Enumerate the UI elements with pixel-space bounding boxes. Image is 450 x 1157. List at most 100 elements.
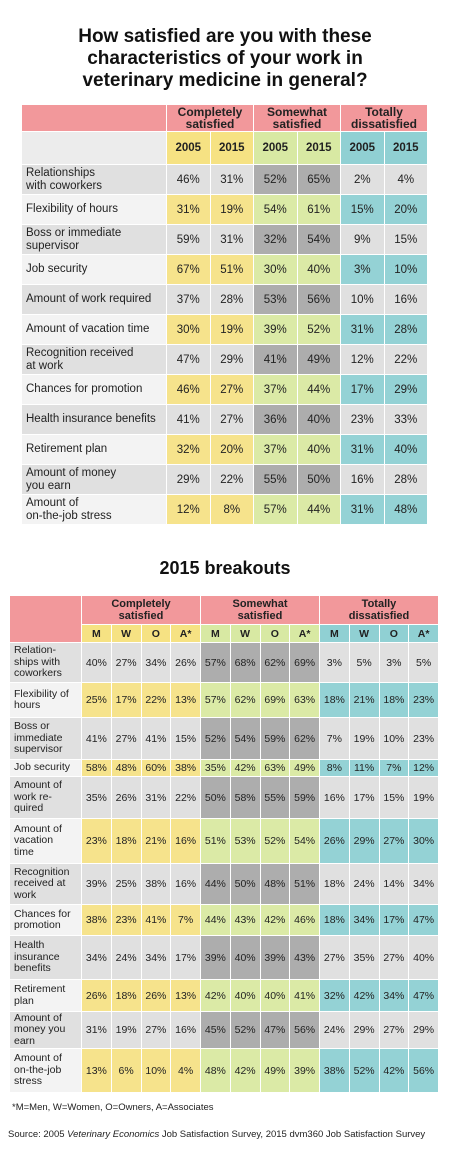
value-cell: 52%	[297, 315, 341, 345]
row-label: Health insurance benefits	[10, 936, 82, 980]
value-cell: 56%	[297, 285, 341, 315]
value-cell: 59%	[260, 718, 291, 760]
value-cell: 44%	[297, 375, 341, 405]
value-cell: 27%	[320, 936, 350, 980]
value-cell: 16%	[320, 777, 350, 819]
value-cell: 37%	[167, 285, 211, 315]
value-cell: 41%	[141, 905, 172, 936]
value-cell: 46%	[167, 165, 211, 195]
value-cell: 24%	[320, 1012, 350, 1049]
header-blank	[22, 105, 167, 132]
value-cell: 37%	[254, 435, 298, 465]
value-cell: 31%	[341, 315, 385, 345]
value-cell: 48%	[201, 1049, 231, 1093]
value-cell: 33%	[384, 405, 428, 435]
value-cell: 42%	[379, 1049, 410, 1093]
value-cell: 63%	[290, 683, 320, 718]
value-cell: 29%	[349, 1012, 380, 1049]
value-cell: 32%	[254, 225, 298, 255]
value-cell: 30%	[409, 819, 439, 864]
value-cell: 36%	[254, 405, 298, 435]
value-cell: 52%	[230, 1012, 261, 1049]
column-header: W	[349, 625, 380, 643]
value-cell: 47%	[409, 905, 439, 936]
value-cell: 13%	[171, 683, 201, 718]
value-cell: 28%	[384, 465, 428, 495]
value-cell: 34%	[141, 643, 172, 683]
value-cell: 23%	[409, 683, 439, 718]
value-cell: 50%	[297, 465, 341, 495]
value-cell: 40%	[230, 936, 261, 980]
value-cell: 21%	[349, 683, 380, 718]
value-cell: 47%	[167, 345, 211, 375]
breakouts-title: 2015 breakouts	[159, 558, 291, 578]
value-cell: 24%	[349, 864, 380, 905]
row-label: Amount of money you earn	[10, 1012, 82, 1049]
value-cell: 47%	[409, 980, 439, 1012]
value-cell: 17%	[349, 777, 380, 819]
value-cell: 54%	[290, 819, 320, 864]
value-cell: 54%	[254, 195, 298, 225]
value-cell: 51%	[210, 255, 254, 285]
value-cell: 34%	[379, 980, 410, 1012]
row-label: Boss or immediate supervisor	[22, 225, 167, 255]
row-label: Amount of on-the-job stress	[22, 495, 167, 525]
column-header: W	[230, 625, 261, 643]
value-cell: 16%	[171, 819, 201, 864]
value-cell: 40%	[409, 936, 439, 980]
value-cell: 6%	[111, 1049, 142, 1093]
value-cell: 31%	[341, 495, 385, 525]
value-cell: 41%	[290, 980, 320, 1012]
value-cell: 27%	[379, 936, 410, 980]
value-cell: 62%	[230, 683, 261, 718]
value-cell: 65%	[297, 165, 341, 195]
value-cell: 53%	[230, 819, 261, 864]
value-cell: 40%	[230, 980, 261, 1012]
value-cell: 59%	[167, 225, 211, 255]
value-cell: 62%	[290, 718, 320, 760]
value-cell: 8%	[320, 760, 350, 777]
value-cell: 24%	[111, 936, 142, 980]
value-cell: 39%	[260, 936, 291, 980]
value-cell: 18%	[379, 683, 410, 718]
value-cell: 67%	[167, 255, 211, 285]
value-cell: 51%	[290, 864, 320, 905]
column-header: 2005	[167, 132, 211, 165]
value-cell: 46%	[290, 905, 320, 936]
group-header: Totally dissatisfied	[341, 105, 428, 132]
value-cell: 21%	[141, 819, 172, 864]
value-cell: 25%	[111, 864, 142, 905]
value-cell: 45%	[201, 1012, 231, 1049]
value-cell: 22%	[384, 345, 428, 375]
value-cell: 23%	[341, 405, 385, 435]
value-cell: 34%	[409, 864, 439, 905]
value-cell: 34%	[82, 936, 112, 980]
row-label: Relationships with coworkers	[22, 165, 167, 195]
value-cell: 27%	[210, 375, 254, 405]
value-cell: 40%	[384, 435, 428, 465]
value-cell: 28%	[384, 315, 428, 345]
value-cell: 27%	[111, 718, 142, 760]
value-cell: 59%	[290, 777, 320, 819]
value-cell: 30%	[254, 255, 298, 285]
value-cell: 52%	[260, 819, 291, 864]
value-cell: 44%	[201, 905, 231, 936]
value-cell: 41%	[167, 405, 211, 435]
value-cell: 19%	[210, 195, 254, 225]
value-cell: 40%	[82, 643, 112, 683]
value-cell: 49%	[290, 760, 320, 777]
title: How satisfied are you with these charact…	[78, 26, 372, 91]
value-cell: 26%	[320, 819, 350, 864]
group-header: Somewhat satisfied	[201, 596, 320, 625]
value-cell: 69%	[260, 683, 291, 718]
value-cell: 7%	[171, 905, 201, 936]
value-cell: 56%	[290, 1012, 320, 1049]
value-cell: 22%	[141, 683, 172, 718]
value-cell: 50%	[230, 864, 261, 905]
footnote: *M=Men, W=Women, O=Owners, A=Associates	[12, 1102, 214, 1113]
header-blank	[22, 132, 167, 165]
value-cell: 32%	[320, 980, 350, 1012]
value-cell: 13%	[171, 980, 201, 1012]
value-cell: 57%	[201, 643, 231, 683]
